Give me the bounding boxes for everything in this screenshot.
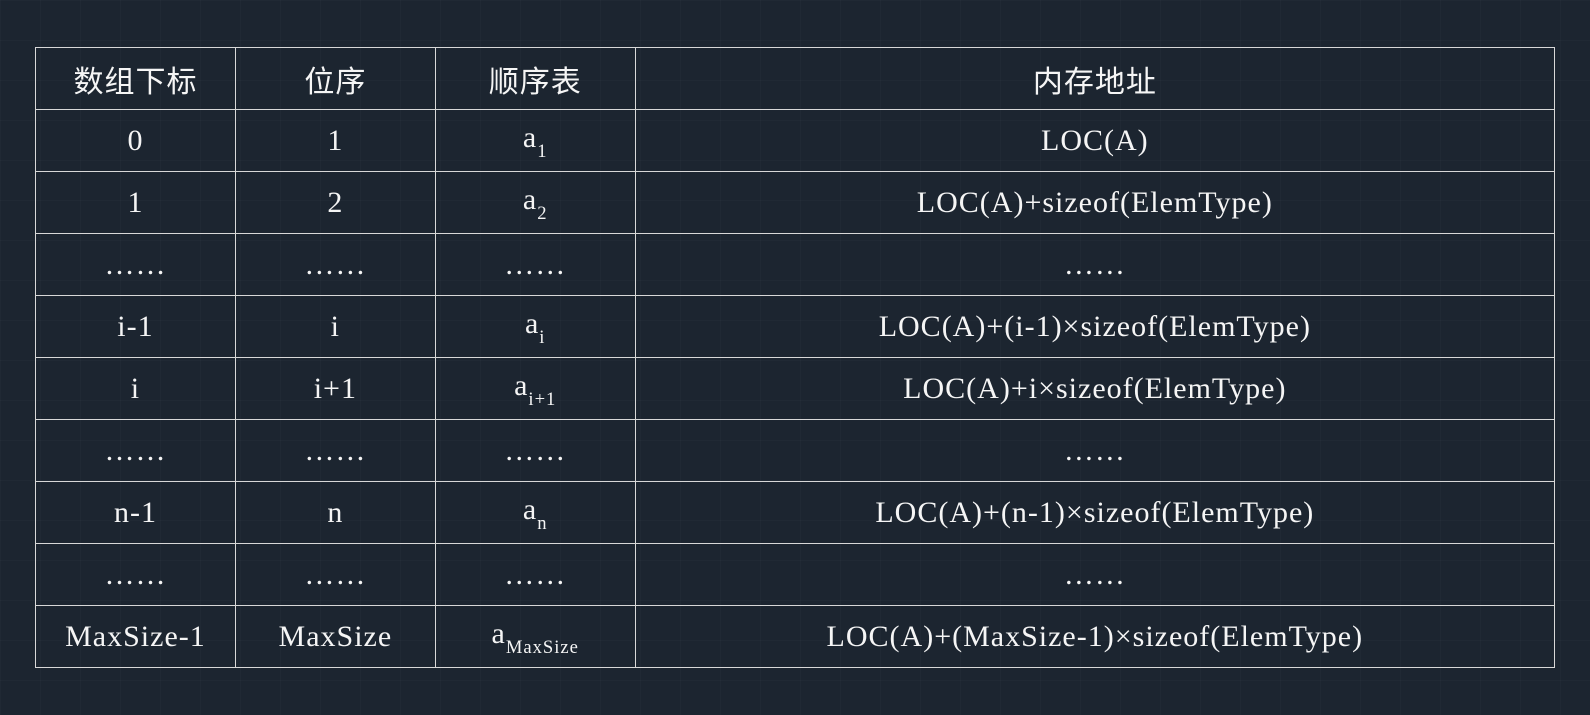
cell-sequence-element: a2 [435, 172, 635, 234]
cell-array-index: n-1 [36, 482, 236, 544]
cell-sequence-element: an [435, 482, 635, 544]
col-header-sequence-list: 顺序表 [435, 48, 635, 110]
cell-position: i [235, 296, 435, 358]
cell-position: …… [235, 544, 435, 606]
col-header-position: 位序 [235, 48, 435, 110]
cell-array-index: i [36, 358, 236, 420]
table-row: ii+1ai+1LOC(A)+i×sizeof(ElemType) [36, 358, 1555, 420]
cell-array-index: …… [36, 234, 236, 296]
cell-memory-address: LOC(A)+(i-1)×sizeof(ElemType) [635, 296, 1554, 358]
table-row: n-1nanLOC(A)+(n-1)×sizeof(ElemType) [36, 482, 1555, 544]
cell-position: n [235, 482, 435, 544]
seq-subscript: 1 [537, 141, 547, 162]
cell-memory-address: …… [635, 544, 1554, 606]
seq-subscript: n [537, 513, 547, 534]
cell-position: i+1 [235, 358, 435, 420]
cell-array-index: 0 [36, 110, 236, 172]
table-row: …………………… [36, 420, 1555, 482]
table-row: 12a2LOC(A)+sizeof(ElemType) [36, 172, 1555, 234]
cell-position: 1 [235, 110, 435, 172]
cell-sequence-element: ai [435, 296, 635, 358]
col-header-memory-addr: 内存地址 [635, 48, 1554, 110]
cell-array-index: 1 [36, 172, 236, 234]
table-row: MaxSize-1MaxSizeaMaxSizeLOC(A)+(MaxSize-… [36, 606, 1555, 668]
cell-sequence-element: aMaxSize [435, 606, 635, 668]
table-row: …………………… [36, 544, 1555, 606]
cell-sequence-element: a1 [435, 110, 635, 172]
col-header-array-index: 数组下标 [36, 48, 236, 110]
cell-position: …… [235, 420, 435, 482]
seq-base: a [514, 369, 528, 402]
seq-subscript: i [539, 327, 545, 348]
cell-array-index: …… [36, 420, 236, 482]
seq-base: a [525, 307, 539, 340]
table-row: 01a1LOC(A) [36, 110, 1555, 172]
seq-subscript: MaxSize [506, 637, 579, 658]
seq-base: a [523, 493, 537, 526]
cell-position: …… [235, 234, 435, 296]
cell-memory-address: LOC(A)+(n-1)×sizeof(ElemType) [635, 482, 1554, 544]
cell-memory-address: LOC(A)+(MaxSize-1)×sizeof(ElemType) [635, 606, 1554, 668]
cell-array-index: MaxSize-1 [36, 606, 236, 668]
cell-memory-address: LOC(A) [635, 110, 1554, 172]
cell-array-index: i-1 [36, 296, 236, 358]
header-row: 数组下标 位序 顺序表 内存地址 [36, 48, 1555, 110]
cell-array-index: …… [36, 544, 236, 606]
table-row: i-1iaiLOC(A)+(i-1)×sizeof(ElemType) [36, 296, 1555, 358]
cell-position: MaxSize [235, 606, 435, 668]
cell-sequence-element: …… [435, 544, 635, 606]
cell-sequence-element: …… [435, 420, 635, 482]
cell-memory-address: LOC(A)+i×sizeof(ElemType) [635, 358, 1554, 420]
cell-memory-address: LOC(A)+sizeof(ElemType) [635, 172, 1554, 234]
table-row: …………………… [36, 234, 1555, 296]
cell-memory-address: …… [635, 420, 1554, 482]
cell-memory-address: …… [635, 234, 1554, 296]
seq-subscript: 2 [537, 203, 547, 224]
cell-position: 2 [235, 172, 435, 234]
seq-base: a [492, 617, 506, 650]
seq-base: a [523, 183, 537, 216]
cell-sequence-element: …… [435, 234, 635, 296]
seq-subscript: i+1 [528, 389, 556, 410]
cell-sequence-element: ai+1 [435, 358, 635, 420]
seq-base: a [523, 121, 537, 154]
sequence-table: 数组下标 位序 顺序表 内存地址 01a1LOC(A)12a2LOC(A)+si… [35, 47, 1555, 668]
